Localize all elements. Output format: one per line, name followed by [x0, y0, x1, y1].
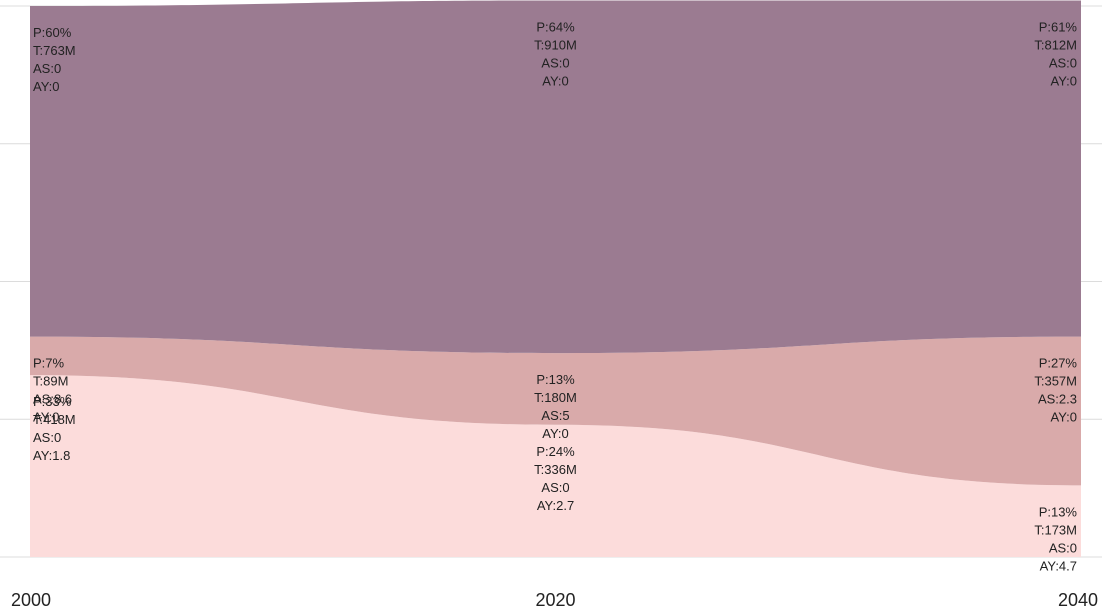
data-label: P:13%: [536, 372, 575, 387]
x-axis: 2000 2020 2040: [11, 590, 1098, 610]
data-label: AS:0: [1049, 540, 1077, 555]
data-label: AS:8.6: [33, 392, 72, 407]
data-label: T:763M: [33, 43, 76, 58]
data-label: P:64%: [536, 19, 575, 34]
x-tick-label: 2000: [11, 590, 51, 610]
data-label: T:812M: [1034, 37, 1077, 52]
data-label: T:418M: [33, 412, 76, 427]
data-label: T:910M: [534, 37, 577, 52]
data-label: P:27%: [1039, 356, 1078, 371]
data-label: T:357M: [1034, 374, 1077, 389]
area-bands: [30, 0, 1081, 557]
data-label: AY:0: [1050, 410, 1077, 425]
data-label: P:24%: [536, 444, 575, 459]
area-band-3: [30, 0, 1081, 354]
data-label: AS:2.3: [1038, 392, 1077, 407]
data-labels: P:33% T:418M AS:0 AY:1.8 P:24% T:336M AS:0 AY:2…: [33, 19, 1077, 573]
data-label: P:13%: [1039, 504, 1078, 519]
data-label: T:180M: [534, 390, 577, 405]
area-band-1: [30, 375, 1081, 557]
data-label: AS:0: [33, 430, 61, 445]
data-label: AY:0: [33, 79, 60, 94]
data-label: AY:0: [542, 426, 569, 441]
data-label: AS:0: [33, 61, 61, 76]
data-label: T:336M: [534, 462, 577, 477]
data-label: AY:0: [542, 73, 569, 88]
data-label: AY:0: [1050, 73, 1077, 88]
x-tick-label: 2040: [1058, 590, 1098, 610]
data-label: AY:2.7: [537, 498, 574, 513]
data-label: T:173M: [1034, 522, 1077, 537]
data-label: AY:1.8: [33, 448, 70, 463]
data-label: AS:5: [541, 408, 569, 423]
data-label: T:89M: [33, 374, 68, 389]
data-label: AS:0: [1049, 55, 1077, 70]
data-label: AY:4.7: [1040, 558, 1077, 573]
area-band-2: [30, 336, 1081, 486]
data-label: P:60%: [33, 25, 72, 40]
x-tick-label: 2020: [535, 590, 575, 610]
data-label: P:61%: [1039, 19, 1078, 34]
data-label: AY:0: [33, 410, 60, 425]
data-label: AS:0: [541, 480, 569, 495]
data-label: AS:0: [541, 55, 569, 70]
data-label: P:7%: [33, 356, 65, 371]
data-label: P:33%: [33, 394, 72, 409]
